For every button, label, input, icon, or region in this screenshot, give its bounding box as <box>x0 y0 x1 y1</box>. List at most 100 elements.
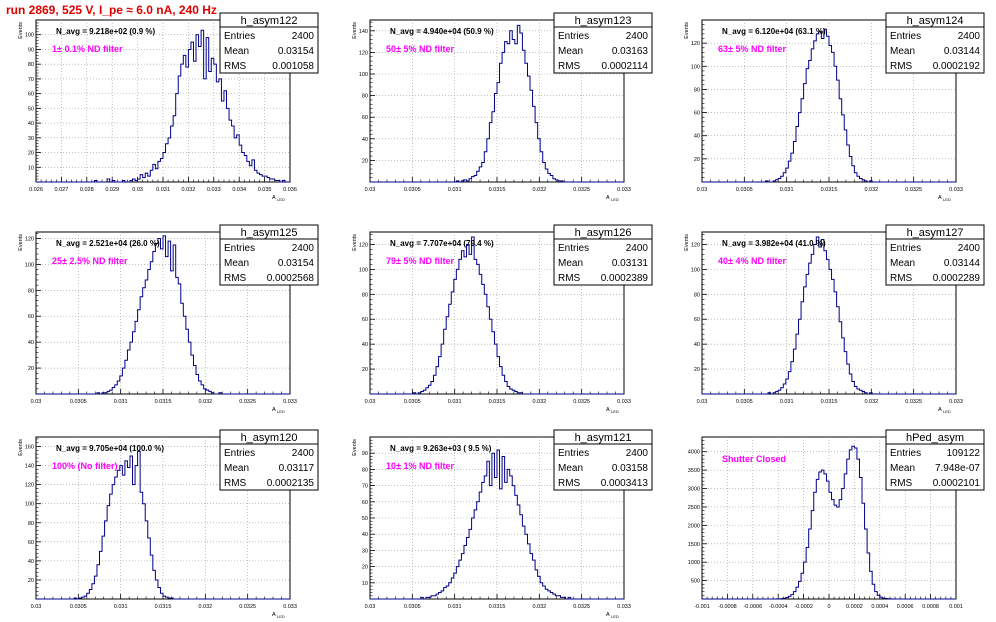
histogram-line <box>702 445 956 600</box>
histogram-panel-h_asym121: 0.03 0.0305 0.031 0.0315 0.032 0.0325 0.033 10 2… <box>352 429 653 619</box>
stats-value: 2400 <box>626 243 649 254</box>
x-tick-label: 0.0325 <box>239 604 256 610</box>
histogram-panel-h_asym125: 0.03 0.0305 0.031 0.0315 0.032 0.0325 0.033 20 4… <box>18 224 319 414</box>
x-tick-label: 0.0002 <box>846 604 863 610</box>
y-tick-label: 100 <box>691 267 700 273</box>
x-tick-label: -0.0008 <box>718 604 737 610</box>
y-tick-label: 40 <box>362 137 368 143</box>
histogram-line <box>36 29 290 183</box>
histogram-line <box>702 236 956 395</box>
stats-value: 0.0002101 <box>933 478 981 489</box>
y-axis-label: Events <box>352 439 358 456</box>
stats-value: 0.03163 <box>612 46 649 57</box>
y-tick-label: 20 <box>28 151 34 157</box>
x-axis-label-sub: LED <box>943 409 951 414</box>
y-tick-label: 70 <box>362 484 368 490</box>
stats-value: 0.03131 <box>612 258 649 269</box>
stats-value: 0.0003413 <box>601 478 649 489</box>
stats-value: 109122 <box>947 448 981 459</box>
y-tick-label: 3500 <box>688 468 700 474</box>
x-tick-label: 0.03 <box>132 187 143 193</box>
y-tick-label: 20 <box>694 367 700 373</box>
x-tick-label: 0.027 <box>55 187 69 193</box>
stats-box <box>553 443 653 491</box>
y-axis-label: Events <box>352 22 358 39</box>
y-tick-label: 10 <box>28 165 34 171</box>
x-tick-label: 0.035 <box>258 187 272 193</box>
stats-label: RMS <box>558 61 581 72</box>
y-tick-label: 50 <box>28 106 34 112</box>
stats-label: RMS <box>558 478 581 489</box>
stats-label: RMS <box>558 273 581 284</box>
y-tick-label: 60 <box>362 115 368 121</box>
stats-box <box>885 26 985 74</box>
stats-label: Mean <box>224 258 249 269</box>
stats-box <box>885 443 985 491</box>
histogram-panel-h_asym126: 0.03 0.0305 0.031 0.0315 0.032 0.0325 0.033 20 4… <box>352 224 653 414</box>
x-tick-label: -0.0002 <box>794 604 813 610</box>
x-tick-label: 0.0325 <box>239 399 256 405</box>
stats-label: RMS <box>224 273 247 284</box>
x-tick-label: 0.0305 <box>736 187 753 193</box>
y-tick-label: 120 <box>25 483 34 489</box>
stats-value: 0.001058 <box>272 61 314 72</box>
x-tick-label: 0.03 <box>365 604 376 610</box>
stats-box <box>553 238 653 286</box>
x-tick-label: 0.032 <box>182 187 196 193</box>
filter-label: 63± 5% ND filter <box>718 44 786 54</box>
x-tick-label: 0.0315 <box>821 399 838 405</box>
x-tick-label: 0.028 <box>80 187 94 193</box>
x-tick-label: -0.0004 <box>769 604 788 610</box>
stats-value: 0.0002289 <box>933 273 981 284</box>
y-tick-label: 100 <box>359 72 368 78</box>
y-tick-label: 120 <box>359 242 368 248</box>
stats-value: 2400 <box>292 31 315 42</box>
stats-value: 0.0002568 <box>267 273 315 284</box>
stats-label: Entries <box>558 243 589 254</box>
stats-title: h_asym126 <box>575 227 632 239</box>
histogram-panel-hPed_asym: -0.001 -0.0008 -0.0006 -0.0004 -0.0002 0 0.000… <box>688 429 985 610</box>
y-tick-label: 20 <box>694 157 700 163</box>
x-tick-label: 0.0315 <box>489 399 506 405</box>
filter-label: Shutter Closed <box>722 454 786 464</box>
navg-label: N_avg = 2.521e+04 (26.0 %) <box>56 239 160 248</box>
stats-label: Mean <box>558 463 583 474</box>
y-tick-label: 120 <box>25 236 34 242</box>
x-tick-label: 0.0305 <box>736 399 753 405</box>
x-tick-label: 0.0315 <box>155 604 172 610</box>
y-axis-label: Events <box>684 22 690 39</box>
x-tick-label: 0.001 <box>949 604 963 610</box>
x-axis-label: A <box>606 195 610 201</box>
y-axis-label: Events <box>18 234 24 251</box>
x-tick-label: 0.033 <box>949 399 963 405</box>
x-tick-label: 0.0006 <box>897 604 914 610</box>
x-tick-label: 0.032 <box>532 187 546 193</box>
stats-label: Entries <box>224 448 255 459</box>
x-tick-label: 0.031 <box>780 399 794 405</box>
x-tick-label: 0.032 <box>864 399 878 405</box>
x-axis-label: A <box>938 195 942 201</box>
x-tick-label: 0.033 <box>617 604 631 610</box>
x-tick-label: 0.03 <box>365 399 376 405</box>
y-tick-label: 100 <box>359 267 368 273</box>
x-tick-label: 0.0325 <box>573 604 590 610</box>
x-tick-label: 0.0315 <box>489 604 506 610</box>
stats-value: 2400 <box>958 31 981 42</box>
x-tick-label: 0.0305 <box>404 187 421 193</box>
y-tick-label: 100 <box>25 502 34 508</box>
x-tick-label: 0.031 <box>114 399 128 405</box>
x-axis-label-sub: LED <box>611 614 619 619</box>
y-tick-label: 80 <box>28 62 34 68</box>
stats-label: Mean <box>558 258 583 269</box>
y-tick-label: 2000 <box>688 523 700 529</box>
filter-label: 79± 5% ND filter <box>386 256 454 266</box>
y-tick-label: 30 <box>28 136 34 142</box>
y-tick-label: 20 <box>362 565 368 571</box>
x-tick-label: 0.0325 <box>905 399 922 405</box>
x-tick-label: 0.032 <box>864 187 878 193</box>
y-tick-label: 80 <box>362 467 368 473</box>
stats-value: 0.03144 <box>944 46 981 57</box>
x-tick-label: 0.032 <box>198 399 212 405</box>
stats-title: h_asym120 <box>241 432 298 444</box>
stats-value: 2400 <box>626 448 649 459</box>
